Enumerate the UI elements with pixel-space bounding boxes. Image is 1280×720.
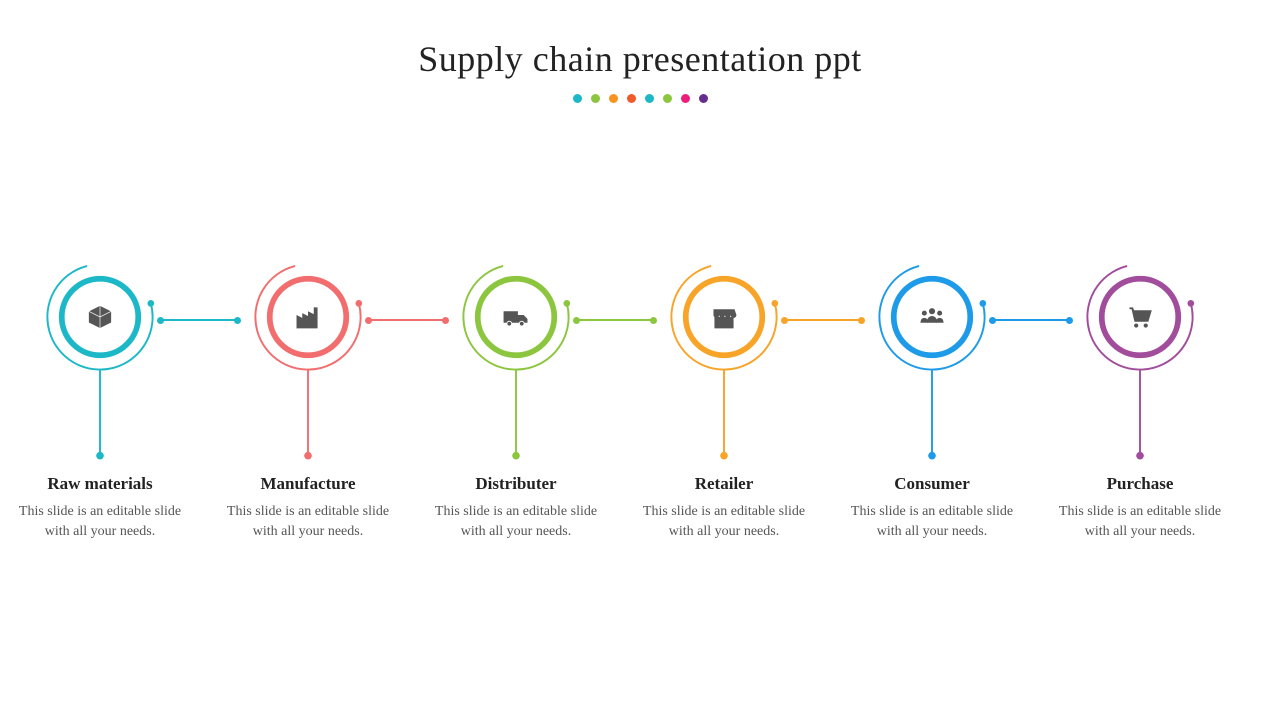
decor-dots-row <box>0 94 1280 103</box>
node-label: Manufacture <box>218 474 398 494</box>
node-label: Retailer <box>634 474 814 494</box>
node-label: Raw materials <box>10 474 190 494</box>
decor-dot <box>699 94 708 103</box>
node-label: Consumer <box>842 474 1022 494</box>
node-graphic <box>654 250 794 470</box>
node-desc: This slide is an editable slide with all… <box>218 502 398 543</box>
chain-node-cart: Purchase This slide is an editable slide… <box>1050 250 1230 543</box>
decor-dot <box>663 94 672 103</box>
node-graphic <box>30 250 170 470</box>
supply-chain-diagram: Raw materials This slide is an editable … <box>0 250 1280 650</box>
chain-node-box: Raw materials This slide is an editable … <box>10 250 190 543</box>
node-graphic <box>1070 250 1210 470</box>
truck-icon <box>504 311 528 326</box>
page-title: Supply chain presentation ppt <box>0 0 1280 80</box>
node-desc: This slide is an editable slide with all… <box>426 502 606 543</box>
decor-dot <box>591 94 600 103</box>
chain-node-people: Consumer This slide is an editable slide… <box>842 250 1022 543</box>
chain-node-store: Retailer This slide is an editable slide… <box>634 250 814 543</box>
factory-icon <box>297 307 318 328</box>
store-icon <box>713 309 736 328</box>
node-label: Purchase <box>1050 474 1230 494</box>
cart-icon <box>1129 308 1150 327</box>
people-icon <box>921 308 944 323</box>
node-label: Distributer <box>426 474 606 494</box>
node-desc: This slide is an editable slide with all… <box>1050 502 1230 543</box>
box-icon <box>89 305 112 328</box>
decor-dot <box>645 94 654 103</box>
node-graphic <box>238 250 378 470</box>
node-desc: This slide is an editable slide with all… <box>10 502 190 543</box>
decor-dot <box>573 94 582 103</box>
node-graphic <box>446 250 586 470</box>
chain-node-factory: Manufacture This slide is an editable sl… <box>218 250 398 543</box>
decor-dot <box>627 94 636 103</box>
decor-dot <box>681 94 690 103</box>
node-desc: This slide is an editable slide with all… <box>634 502 814 543</box>
node-graphic <box>862 250 1002 470</box>
decor-dot <box>609 94 618 103</box>
chain-node-truck: Distributer This slide is an editable sl… <box>426 250 606 543</box>
node-desc: This slide is an editable slide with all… <box>842 502 1022 543</box>
